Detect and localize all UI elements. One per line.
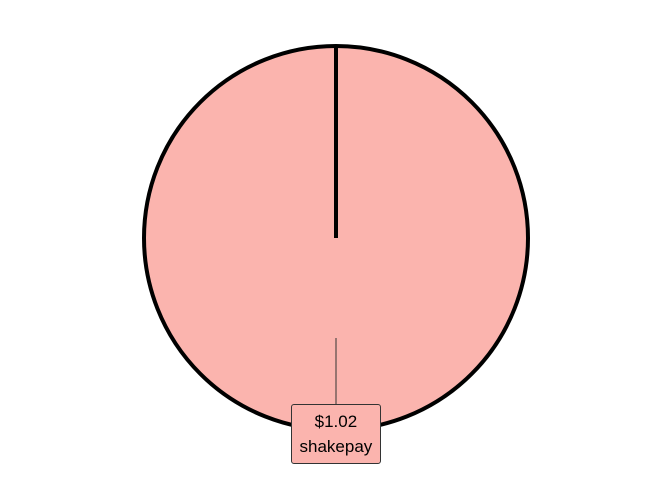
slice-category-label: shakepay: [299, 437, 373, 456]
slice-value-label: $1.02: [314, 412, 358, 431]
slice-label-shakepay: $1.02 shakepay: [290, 404, 382, 464]
